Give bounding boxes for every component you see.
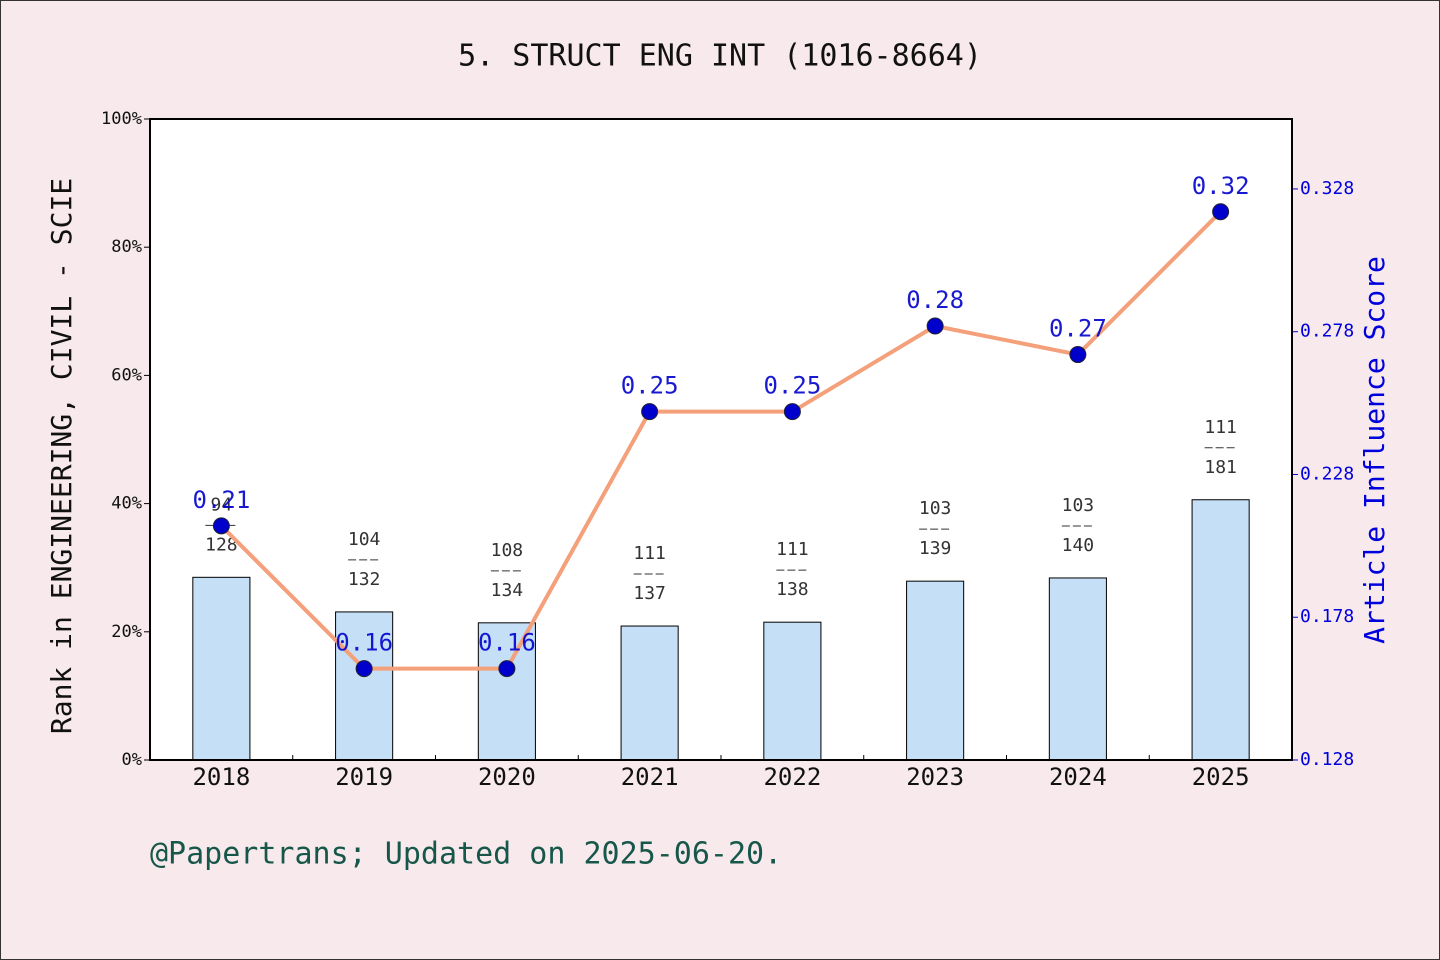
rank-label: 111 [633,543,666,564]
value-label: 0.16 [335,629,393,657]
point [1069,346,1087,364]
value-label: 0.16 [478,629,536,657]
rank-label: 111 [776,539,809,560]
value-label: 0.21 [192,486,250,514]
bar [335,611,394,761]
y-tick-label: 0% [122,750,142,770]
y2-tick-label: 0.178 [1300,606,1354,627]
x-tick-label: 2023 [906,763,964,791]
x-tick-label: 2018 [192,763,250,791]
total-label: 181 [1204,457,1237,478]
y-axis-label: Rank in ENGINEERING, CIVIL - SCIE [45,178,78,734]
total-label: 137 [633,583,666,604]
chart-title: 5. STRUCT ENG INT (1016-8664) [458,39,982,74]
x-tick-label: 2019 [335,763,393,791]
bar [620,625,679,761]
rank-label: 104 [348,529,381,550]
bar [906,580,965,761]
y-tick-label: 40% [111,494,142,514]
y2-tick-label: 0.128 [1300,749,1354,770]
bar [763,621,822,761]
x-tick-label: 2021 [621,763,679,791]
total-label: 128 [205,534,238,555]
total-label: 139 [919,538,952,559]
rank-label: 111 [1204,417,1237,438]
value-label: 0.27 [1049,315,1107,343]
y2-tick-label: 0.278 [1300,321,1354,342]
total-label: 140 [1062,535,1095,556]
y2-tick-label: 0.328 [1300,178,1354,199]
y2-tick-label: 0.228 [1300,463,1354,484]
point [783,403,801,421]
plot-area [150,119,1292,760]
bar [1191,499,1250,761]
plot-frame [149,118,1293,761]
x-tick-label: 2022 [763,763,821,791]
y-tick-label: 60% [111,365,142,385]
bar [477,622,536,761]
total-label: 138 [776,579,809,600]
x-tick-label: 2025 [1192,763,1250,791]
y-tick-label: 100% [101,109,142,129]
x-tick-label: 2024 [1049,763,1107,791]
rank-label: 94 [211,494,233,515]
point [641,403,659,421]
value-label: 0.25 [763,372,821,400]
footer: @Papertrans; Updated on 2025-06-20. [150,837,782,872]
point [1212,203,1230,221]
point [498,660,516,678]
point [212,517,230,535]
total-label: 132 [348,569,381,590]
y2-axis-label: Article Influence Score [1358,256,1391,644]
value-label: 0.32 [1192,172,1250,200]
y-tick-label: 20% [111,622,142,642]
rank-label: 103 [919,498,952,519]
x-tick-label: 2020 [478,763,536,791]
point [926,317,944,335]
bar [1048,577,1107,761]
line [219,210,1223,671]
value-label: 0.25 [621,372,679,400]
total-label: 134 [491,580,524,601]
point [355,660,373,678]
bar [192,576,251,761]
rank-label: 103 [1062,495,1095,516]
rank-label: 108 [491,540,524,561]
y-tick-label: 80% [111,237,142,257]
value-label: 0.28 [906,286,964,314]
